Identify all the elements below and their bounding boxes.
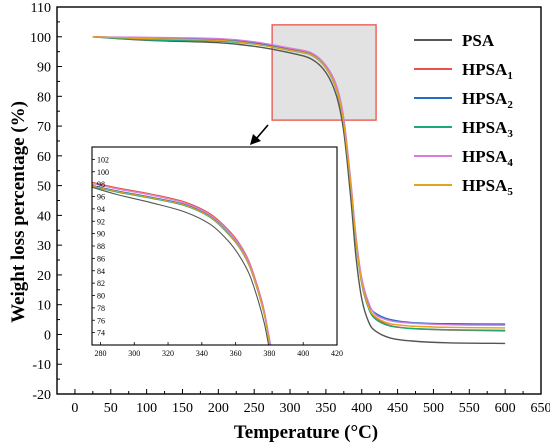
legend: PSA HPSA1 HPSA2 HPSA3 HPSA4 HPSA5: [414, 31, 513, 198]
y-tick-label: -20: [32, 388, 51, 403]
x-tick-label: 200: [208, 401, 229, 416]
inset-x-tick-label: 280: [94, 349, 106, 358]
zoom-highlight-box: [271, 24, 377, 121]
legend-label: PSA: [462, 31, 495, 50]
inset-x-tick-label: 300: [128, 349, 140, 358]
legend-label-subscript: 2: [507, 99, 513, 111]
inset-y-tick-label: 86: [97, 254, 105, 263]
x-tick-label: 250: [244, 401, 265, 416]
inset-background: [92, 147, 337, 345]
y-tick-label: 80: [37, 90, 51, 105]
legend-label: HPSA1: [462, 60, 513, 82]
y-tick-label: 70: [37, 120, 51, 135]
y-tick-label: -10: [32, 358, 51, 373]
legend-label: HPSA2: [462, 89, 513, 111]
x-tick-label: 300: [280, 401, 301, 416]
inset-plot-frame: [91, 146, 338, 346]
series-line-psa: [92, 36, 506, 345]
inset-series-line-psa: [91, 186, 270, 346]
inset-x-tick-label: 380: [263, 349, 275, 358]
y-tick-label: 110: [31, 1, 51, 16]
y-tick-label: 50: [37, 180, 51, 195]
y-tick-label: 10: [37, 299, 51, 314]
main-axis-ticks: [57, 6, 542, 395]
x-axis-title: Temperature (°C): [234, 422, 378, 443]
inset-y-tick-label: 82: [97, 279, 105, 288]
x-tick-label: 500: [423, 401, 444, 416]
inset-x-tick-label: 320: [162, 349, 174, 358]
inset-y-tick-label: 78: [97, 304, 105, 313]
inset-series-lines: [91, 181, 272, 346]
legend-label-subscript: 4: [507, 157, 513, 169]
legend-label: HPSA3: [462, 118, 513, 140]
x-tick-label: 650: [531, 401, 550, 416]
inset-series-line-hpsa5: [91, 185, 271, 346]
main-x-tick-labels: 0 50 100 150 200 250 300 350 400 450 500 550 600 650: [71, 401, 550, 416]
x-tick-label: 150: [172, 401, 193, 416]
inset-y-tick-label: 96: [97, 193, 105, 202]
main-plot: 0 50 100 150 200 250 300 350 400 450 500 550 600 650 …: [30, 1, 550, 416]
x-tick-label: 450: [387, 401, 408, 416]
x-tick-label: 550: [459, 401, 480, 416]
x-tick-label: 50: [104, 401, 118, 416]
x-tick-label: 0: [71, 401, 78, 416]
inset-x-tick-label: 360: [230, 349, 242, 358]
inset-y-tick-label: 80: [97, 292, 105, 301]
series-line-hpsa5: [92, 36, 506, 329]
inset-y-tick-label: 98: [97, 180, 105, 189]
legend-label-subscript: 1: [507, 70, 513, 82]
legend-label-subscript: 5: [507, 186, 513, 198]
legend-label-subscript: 3: [507, 128, 513, 140]
main-plot-frame: [56, 6, 542, 395]
inset-plot: 280 300 320 340 360 380 400 420 74 76 78 80 82 84 86 8…: [91, 146, 343, 358]
y-tick-label: 100: [30, 31, 51, 46]
inset-series-line-hpsa4: [91, 182, 272, 346]
x-tick-label: 400: [351, 401, 372, 416]
inset-y-tick-label: 88: [97, 242, 105, 251]
y-axis-title: Weight loss percentage (%): [8, 101, 29, 323]
inset-y-tick-label: 76: [97, 316, 105, 325]
inset-y-tick-label: 90: [97, 230, 105, 239]
inset-x-tick-labels: 280 300 320 340 360 380 400 420: [94, 349, 343, 358]
zoom-arrow: [250, 124, 269, 145]
inset-y-tick-label: 84: [97, 267, 105, 276]
y-tick-label: 0: [44, 328, 51, 343]
y-tick-label: 90: [37, 61, 51, 76]
inset-y-tick-label: 100: [97, 168, 109, 177]
inset-x-tick-label: 340: [196, 349, 208, 358]
y-tick-label: 40: [37, 209, 51, 224]
x-tick-label: 350: [315, 401, 336, 416]
inset-x-tick-label: 400: [297, 349, 309, 358]
inset-x-tick-label: 420: [331, 349, 343, 358]
x-tick-label: 600: [495, 401, 516, 416]
legend-label: HPSA5: [462, 176, 513, 198]
inset-y-tick-label: 92: [97, 217, 105, 226]
x-tick-label: 100: [136, 401, 157, 416]
inset-y-tick-label: 94: [97, 205, 105, 214]
inset-y-tick-labels: 74 76 78 80 82 84 86 88 90 92 94 96 98 100 102: [97, 155, 109, 337]
inset-y-tick-label: 102: [97, 155, 109, 164]
main-series-lines: [92, 36, 506, 345]
y-tick-label: 60: [37, 150, 51, 165]
inset-y-tick-label: 74: [97, 329, 105, 338]
y-tick-label: 20: [37, 269, 51, 284]
y-tick-label: 30: [37, 239, 51, 254]
main-y-tick-labels: -20 -10 0 10 20 30 40 50 60 70 80 90 100 110: [30, 1, 51, 403]
legend-label: HPSA4: [462, 147, 513, 169]
